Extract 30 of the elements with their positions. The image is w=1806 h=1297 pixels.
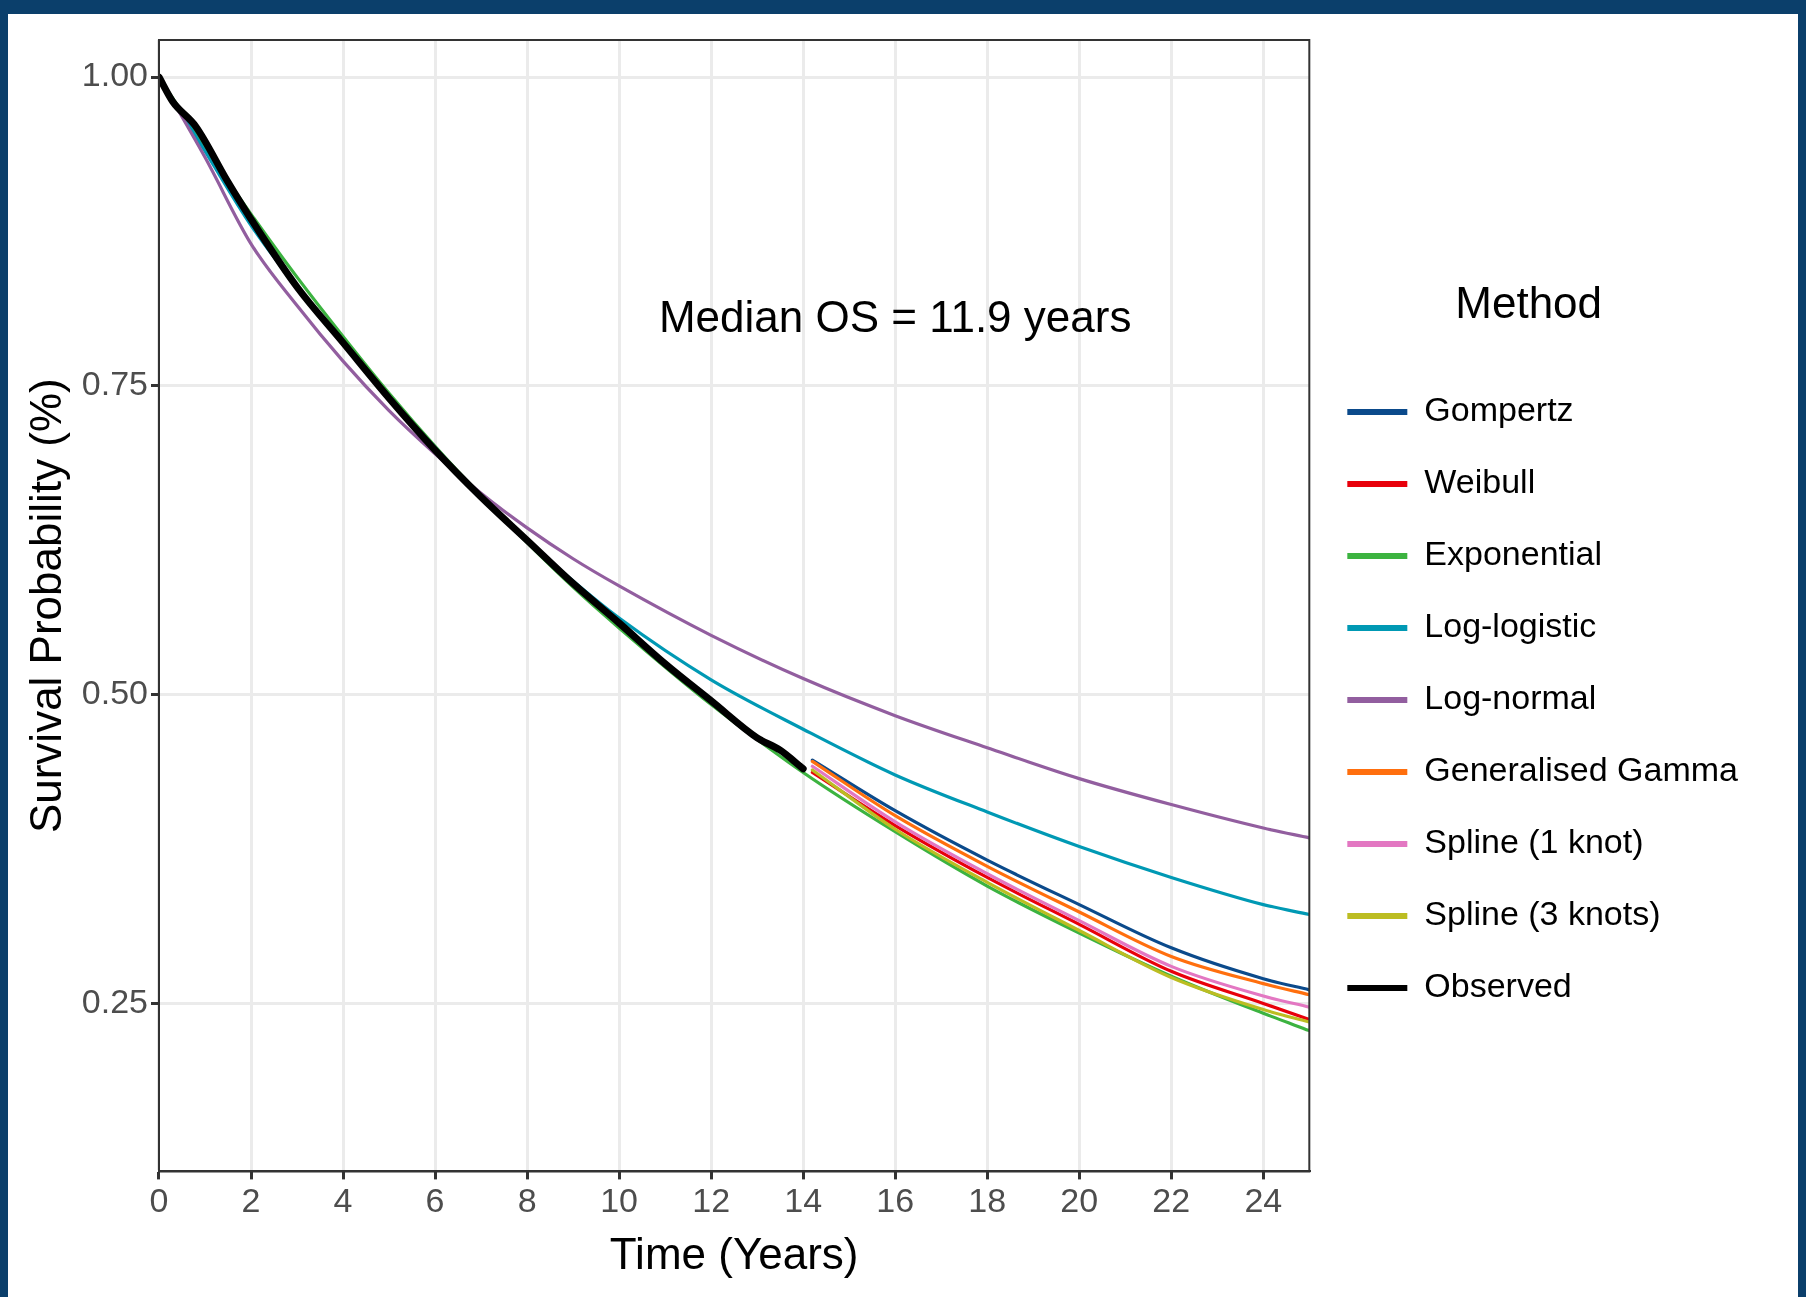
x-tick-label: 20 <box>1060 1181 1099 1220</box>
y-tick-label: 1.00 <box>81 55 148 94</box>
legend-title: Method <box>1455 278 1603 328</box>
y-axis-title: Survival Probability (%) <box>20 378 70 834</box>
x-tick-label: 14 <box>784 1181 823 1220</box>
x-tick-label: 16 <box>876 1181 915 1220</box>
legend-label: Generalised Gamma <box>1424 750 1739 789</box>
x-tick-label: 24 <box>1244 1181 1283 1220</box>
x-tick-label: 8 <box>517 1181 537 1220</box>
annotation: Median OS = 11.9 years <box>658 292 1132 342</box>
x-axis-title: Time (Years) <box>609 1228 859 1278</box>
y-tick-label: 0.25 <box>81 981 148 1020</box>
x-tick-label: 22 <box>1152 1181 1191 1220</box>
x-tick-label: 2 <box>241 1181 261 1220</box>
legend-label: Spline (1 knot) <box>1424 822 1644 861</box>
x-tick-label: 12 <box>692 1181 731 1220</box>
legend-label: Observed <box>1424 966 1572 1005</box>
x-tick-label: 10 <box>600 1181 639 1220</box>
x-tick-label: 18 <box>968 1181 1007 1220</box>
legend-label: Gompertz <box>1424 390 1574 429</box>
legend-label: Exponential <box>1424 534 1602 573</box>
y-tick-label: 0.75 <box>81 364 148 403</box>
x-tick-label: 0 <box>149 1181 169 1220</box>
legend-label: Log-logistic <box>1424 606 1597 645</box>
x-tick-label: 4 <box>333 1181 353 1220</box>
legend-label: Spline (3 knots) <box>1424 894 1661 933</box>
x-tick-label: 6 <box>425 1181 445 1220</box>
y-tick-label: 0.50 <box>81 673 148 712</box>
legend-label: Log-normal <box>1424 678 1597 717</box>
legend-label: Weibull <box>1424 462 1536 501</box>
